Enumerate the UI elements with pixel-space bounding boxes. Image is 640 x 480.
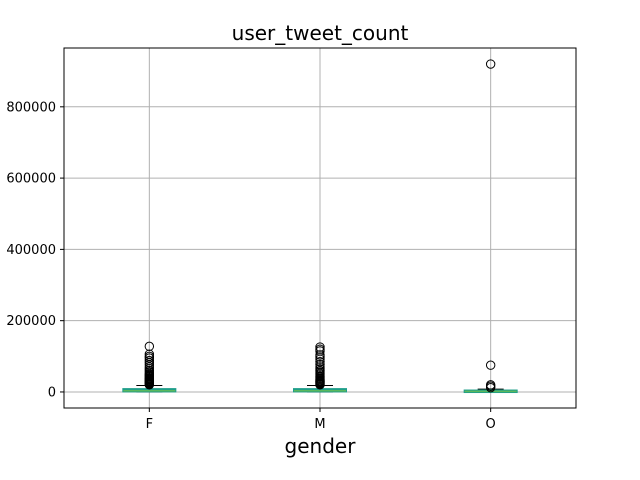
axes: 0 200000 400000 600000 800000 F M O xyxy=(6,100,495,432)
y-tick-label: 600000 xyxy=(6,172,56,187)
outlier-point xyxy=(485,59,496,69)
box-group-F xyxy=(122,341,177,393)
chart-title: user_tweet_count xyxy=(232,21,409,45)
grid-lines xyxy=(64,48,576,408)
x-tick-label: M xyxy=(314,417,325,432)
outlier-point xyxy=(144,349,155,359)
y-tick-label: 800000 xyxy=(6,100,56,115)
outlier-point xyxy=(144,362,155,372)
y-tick-label: 0 xyxy=(48,385,56,400)
outlier-point xyxy=(315,342,325,352)
outlier-point xyxy=(315,344,325,354)
outlier-point xyxy=(485,380,496,390)
outlier-point xyxy=(144,341,155,352)
x-tick-label: F xyxy=(146,417,153,432)
outlier-point xyxy=(315,362,325,372)
outlier-point xyxy=(315,350,325,360)
outlier-point xyxy=(315,356,325,367)
outlier-point xyxy=(315,352,325,362)
outlier-point xyxy=(315,359,325,370)
box-group-O xyxy=(463,59,518,394)
outlier-point xyxy=(144,351,155,362)
y-tick-label: 200000 xyxy=(6,314,56,329)
box-group-M xyxy=(293,342,347,393)
outlier-point xyxy=(485,360,496,370)
plot-area xyxy=(122,59,518,394)
x-tick-label: O xyxy=(486,417,496,432)
outlier-point xyxy=(144,355,155,366)
y-tick-label: 400000 xyxy=(6,243,56,258)
x-axis-label: gender xyxy=(285,434,357,458)
